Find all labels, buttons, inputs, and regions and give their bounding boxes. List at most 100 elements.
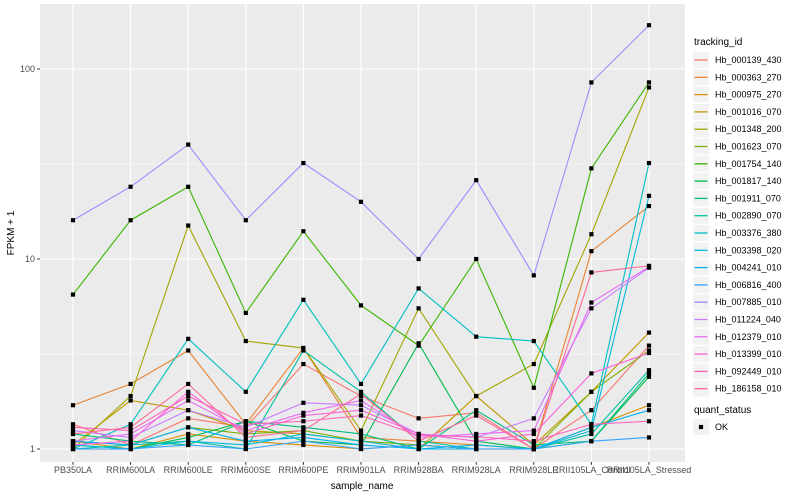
data-point-Hb_007885_010 <box>416 256 421 262</box>
legend-item-Hb_006816_400: Hb_006816_400 <box>693 276 782 293</box>
data-point-Hb_001911_070 <box>301 425 306 430</box>
data-point-Hb_000363_270 <box>589 249 594 254</box>
data-point-Hb_001754_140 <box>646 80 652 85</box>
data-point-Hb_092449_010 <box>243 422 248 427</box>
legend-item-label: Hb_011224_040 <box>715 315 781 325</box>
data-point-Hb_012379_010 <box>243 428 248 433</box>
x-tick-label: RRIM928BA <box>394 465 444 475</box>
data-point-Hb_011224_040 <box>301 400 306 405</box>
data-point-Hb_186158_010 <box>128 425 133 430</box>
data-point-Hb_004241_010 <box>589 425 594 430</box>
data-point-Hb_007885_010 <box>186 142 191 147</box>
data-point-Hb_001623_070 <box>646 348 652 353</box>
data-point-Hb_001911_070 <box>358 431 364 437</box>
legend-item-label: Hb_000363_270 <box>715 72 782 82</box>
data-point-Hb_003376_380 <box>646 160 652 166</box>
data-point-Hb_001348_200 <box>474 393 479 399</box>
legend-item-label: Hb_000139_430 <box>715 55 782 65</box>
legend-item-Hb_001754_140: Hb_001754_140 <box>693 155 782 172</box>
data-point-Hb_092449_010 <box>186 393 191 399</box>
data-point-Hb_003376_380 <box>358 381 364 387</box>
data-point-Hb_004241_010 <box>301 435 306 440</box>
legend-item-Hb_013399_010: Hb_013399_010 <box>693 346 782 363</box>
legend-item-Hb_004241_010: Hb_004241_010 <box>693 259 782 276</box>
legend-item-Hb_000363_270: Hb_000363_270 <box>693 69 782 86</box>
data-point-Hb_011224_040 <box>243 425 248 430</box>
data-point-Hb_186158_010 <box>186 381 191 387</box>
data-point-Hb_006816_400 <box>474 446 479 452</box>
legend-item-Hb_003398_020: Hb_003398_020 <box>693 242 782 259</box>
legend-item-Hb_007885_010: Hb_007885_010 <box>693 294 782 311</box>
data-point-Hb_186158_010 <box>243 435 248 440</box>
legend-quant-status-key: OK <box>693 419 728 435</box>
data-point-Hb_007885_010 <box>474 178 479 183</box>
data-point-Hb_003398_020 <box>474 442 479 448</box>
data-point-Hb_013399_010 <box>301 413 306 418</box>
data-point-Hb_092449_010 <box>589 422 594 427</box>
data-point-Hb_003398_020 <box>301 431 306 437</box>
y-tick-label: 100 <box>20 64 35 74</box>
data-point-Hb_186158_010 <box>70 431 76 437</box>
data-point-Hb_000139_430 <box>358 393 364 399</box>
data-point-Hb_006816_400 <box>589 439 594 444</box>
data-point-Hb_003398_020 <box>243 442 248 448</box>
legend-item-label: Hb_001911_070 <box>715 193 781 203</box>
data-point-Hb_092449_010 <box>531 439 536 444</box>
data-point-Hb_001623_070 <box>589 389 594 394</box>
data-point-Hb_006816_400 <box>128 446 133 452</box>
data-point-Hb_001348_200 <box>243 338 248 344</box>
data-point-Hb_092449_010 <box>301 419 306 424</box>
data-point-Hb_186158_010 <box>531 446 536 452</box>
x-tick-label: RRIM600SE <box>221 465 271 475</box>
data-point-Hb_001754_140 <box>186 184 191 189</box>
data-point-Hb_003376_380 <box>531 338 536 344</box>
data-point-Hb_003376_380 <box>301 297 306 302</box>
data-point-Hb_013399_010 <box>128 439 133 444</box>
data-point-Hb_000363_270 <box>128 381 133 387</box>
legend-item-Hb_001348_200: Hb_001348_200 <box>693 121 782 138</box>
data-point-Hb_003398_020 <box>589 428 594 433</box>
legend-item-label: Hb_004241_010 <box>715 263 782 273</box>
y-tick-label: 10 <box>25 254 35 264</box>
data-point-Hb_001348_200 <box>358 428 364 433</box>
x-tick-label: RRIM600LE <box>164 465 213 475</box>
data-point-Hb_001817_140 <box>186 435 191 440</box>
data-point-Hb_001754_140 <box>301 229 306 234</box>
legend-item-label: Hb_002890_070 <box>715 211 782 221</box>
data-point-Hb_001348_200 <box>301 345 306 351</box>
legend-item-Hb_001016_070: Hb_001016_070 <box>693 103 782 120</box>
legend-item-label: Hb_007885_010 <box>715 297 782 307</box>
data-points-layer <box>70 23 652 452</box>
data-point-Hb_001348_200 <box>128 393 133 399</box>
data-point-Hb_012379_010 <box>186 398 191 403</box>
data-point-Hb_001016_070 <box>128 398 133 403</box>
legend-item-label: Hb_000975_270 <box>715 90 782 100</box>
legend-item-Hb_011224_040: Hb_011224_040 <box>693 311 781 328</box>
data-point-Hb_000363_270 <box>70 403 76 408</box>
data-point-Hb_001911_070 <box>531 442 536 448</box>
data-point-Hb_006816_400 <box>243 446 248 452</box>
data-point-Hb_001754_140 <box>416 343 421 348</box>
x-axis-title: sample_name <box>331 481 394 492</box>
data-point-Hb_092449_010 <box>358 413 364 418</box>
data-point-Hb_007885_010 <box>531 273 536 278</box>
data-point-Hb_001911_070 <box>646 371 652 376</box>
data-point-Hb_006816_400 <box>416 442 421 448</box>
legend-item-label: Hb_006816_400 <box>715 280 782 290</box>
legend-title-tracking-id: tracking_id <box>694 37 742 48</box>
data-point-Hb_012379_010 <box>70 439 76 444</box>
legend-item-Hb_001623_070: Hb_001623_070 <box>693 138 782 155</box>
data-point-Hb_003398_020 <box>358 439 364 444</box>
data-point-Hb_003376_380 <box>186 336 191 341</box>
data-point-Hb_011224_040 <box>128 435 133 440</box>
data-point-Hb_007885_010 <box>589 80 594 85</box>
legend-item-label: Hb_001016_070 <box>715 107 782 117</box>
data-point-Hb_004241_010 <box>358 442 364 448</box>
data-point-Hb_001754_140 <box>70 292 76 297</box>
data-point-Hb_007885_010 <box>70 218 76 223</box>
legend-item-Hb_000139_430: Hb_000139_430 <box>693 52 782 68</box>
x-tick-label: RRII105LA_Stressed <box>607 465 692 475</box>
data-point-Hb_004241_010 <box>186 425 191 430</box>
legend-item-label: Hb_186158_010 <box>715 384 782 394</box>
